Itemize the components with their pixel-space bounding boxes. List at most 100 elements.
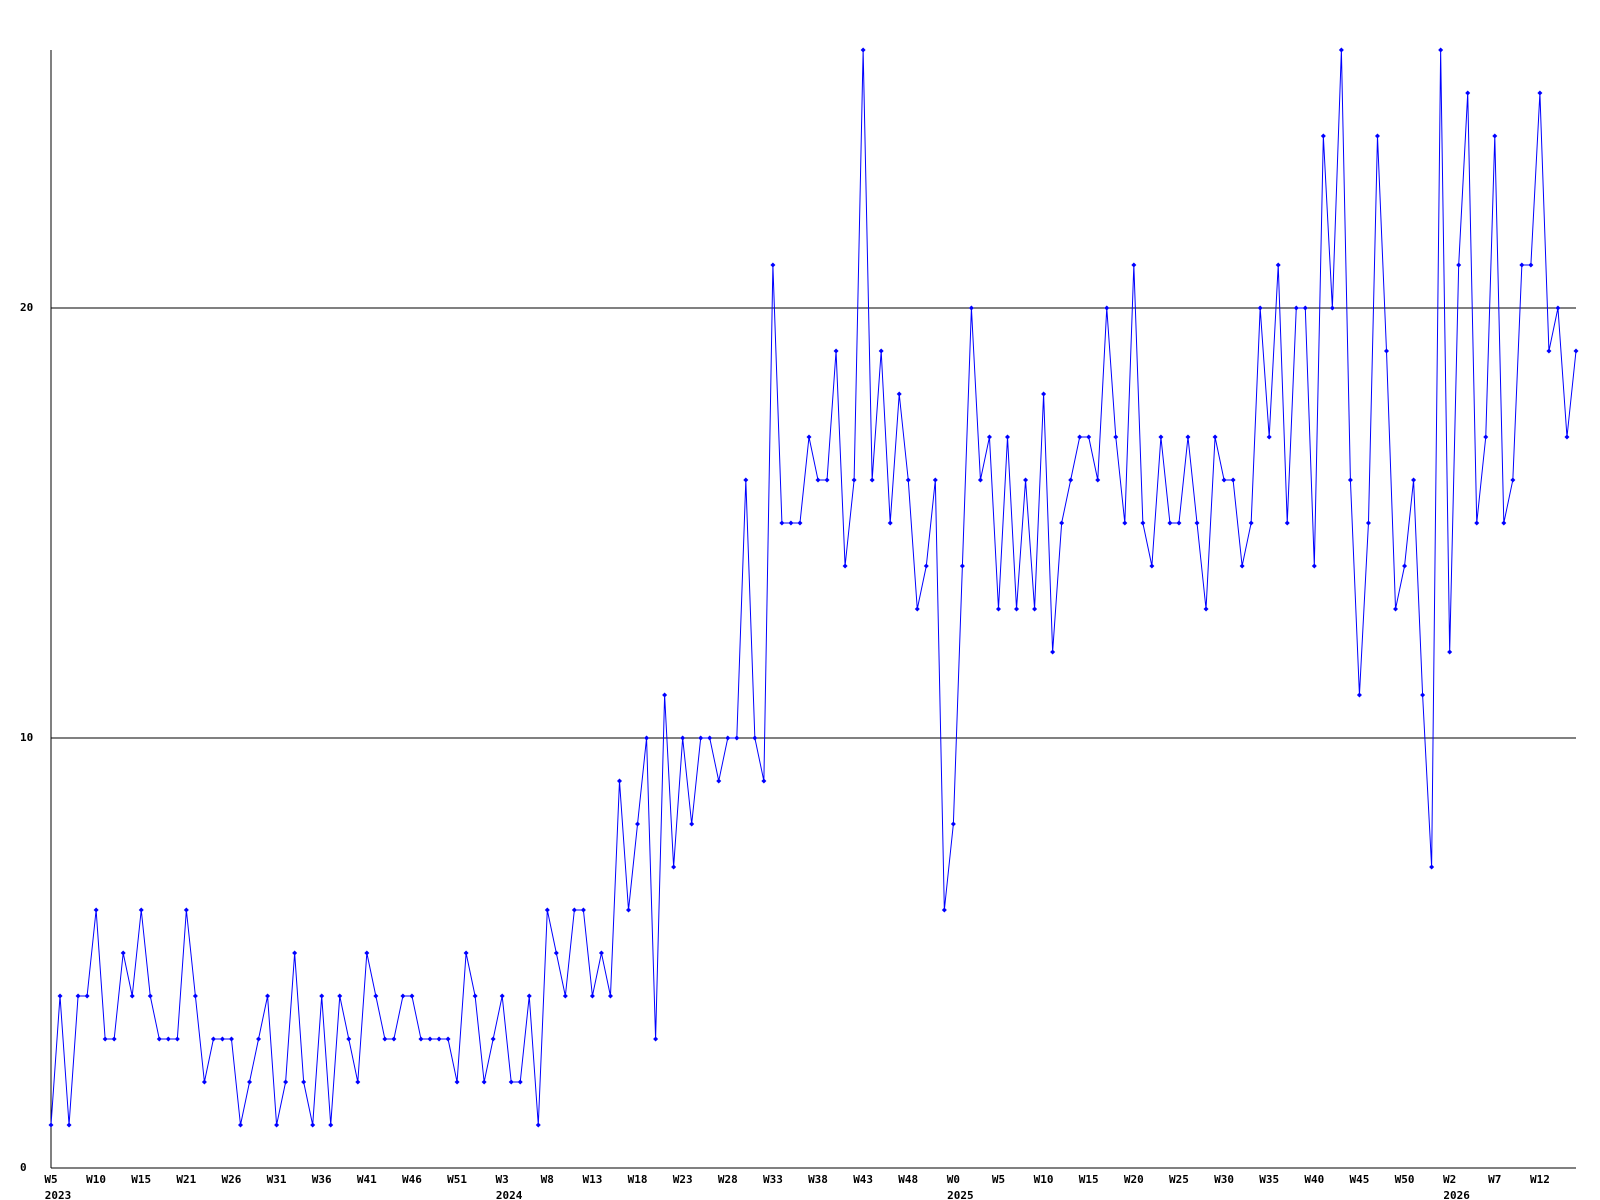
data-point (1393, 606, 1399, 612)
data-point (716, 778, 722, 784)
data-point (1167, 520, 1173, 526)
x-tick-label: W26 (222, 1173, 242, 1186)
data-point (1465, 90, 1471, 96)
data-point (1050, 649, 1056, 655)
data-point (1257, 305, 1263, 311)
x-tick-label: W33 (763, 1173, 783, 1186)
data-point (860, 47, 866, 53)
data-point (1492, 133, 1498, 139)
year-label: 2024 (496, 1189, 523, 1200)
data-point (481, 1079, 487, 1085)
x-tick-label: W31 (267, 1173, 287, 1186)
data-point (1356, 692, 1362, 698)
data-point (662, 692, 668, 698)
data-point (1456, 262, 1462, 268)
data-point (1122, 520, 1128, 526)
data-point (725, 735, 731, 741)
data-point (111, 1036, 117, 1042)
data-point (752, 735, 758, 741)
data-point (1501, 520, 1507, 526)
data-point (923, 563, 929, 569)
data-point (256, 1036, 262, 1042)
x-tick-label: W20 (1124, 1173, 1144, 1186)
data-point (292, 950, 298, 956)
data-point (1302, 305, 1308, 311)
data-point (1293, 305, 1299, 311)
data-point (571, 907, 577, 913)
data-point (535, 1122, 541, 1128)
data-point (1212, 434, 1218, 440)
data-point (265, 993, 271, 999)
data-point (373, 993, 379, 999)
data-point (382, 1036, 388, 1042)
data-point (680, 735, 686, 741)
data-point (1059, 520, 1065, 526)
data-point (1447, 649, 1453, 655)
data-point (364, 950, 370, 956)
data-line (50, 49, 1577, 1126)
x-tick-label: W12 (1530, 1173, 1550, 1186)
x-tick-label: W15 (131, 1173, 151, 1186)
data-point (526, 993, 532, 999)
data-point (1438, 47, 1444, 53)
data-point (1176, 520, 1182, 526)
data-point (1320, 133, 1326, 139)
data-point (1023, 477, 1029, 483)
data-point (1564, 434, 1570, 440)
data-point (156, 1036, 162, 1042)
data-point (391, 1036, 397, 1042)
data-point (1032, 606, 1038, 612)
data-point (905, 477, 911, 483)
data-point (986, 434, 992, 440)
data-point (1311, 563, 1317, 569)
data-point (644, 735, 650, 741)
data-point (1266, 434, 1272, 440)
data-point (616, 778, 622, 784)
x-tick-label: W40 (1304, 1173, 1324, 1186)
data-point (626, 907, 632, 913)
data-point (761, 778, 767, 784)
x-tick-label: W30 (1214, 1173, 1234, 1186)
data-point (797, 520, 803, 526)
data-point (283, 1079, 289, 1085)
data-point (770, 262, 776, 268)
x-tick-label: W21 (176, 1173, 196, 1186)
data-point (1429, 864, 1435, 870)
x-tick-label: W28 (718, 1173, 738, 1186)
data-point (914, 606, 920, 612)
data-point (896, 391, 902, 397)
data-point (968, 305, 974, 311)
data-point (219, 1036, 225, 1042)
data-point (1365, 520, 1371, 526)
x-tick-label: W0 (947, 1173, 960, 1186)
data-point (427, 1036, 433, 1042)
data-point (1140, 520, 1146, 526)
data-point (1402, 563, 1408, 569)
data-point (589, 993, 595, 999)
x-tick-label: W18 (628, 1173, 648, 1186)
data-point (824, 477, 830, 483)
data-point (580, 907, 586, 913)
x-tick-label: W10 (1034, 1173, 1054, 1186)
data-point (851, 477, 857, 483)
data-point (562, 993, 568, 999)
data-point (337, 993, 343, 999)
data-point (418, 1036, 424, 1042)
data-point (1149, 563, 1155, 569)
data-point (183, 907, 189, 913)
data-point (517, 1079, 523, 1085)
data-point (274, 1122, 280, 1128)
data-point (138, 907, 144, 913)
data-point (607, 993, 613, 999)
data-point (247, 1079, 253, 1085)
data-point (1104, 305, 1110, 311)
data-point (57, 993, 63, 999)
data-point (977, 477, 983, 483)
data-point (120, 950, 126, 956)
x-tick-label: W43 (853, 1173, 873, 1186)
x-tick-label: W10 (86, 1173, 106, 1186)
x-tick-label: W5 (44, 1173, 57, 1186)
data-point (544, 907, 550, 913)
data-point (1483, 434, 1489, 440)
data-point (1474, 520, 1480, 526)
